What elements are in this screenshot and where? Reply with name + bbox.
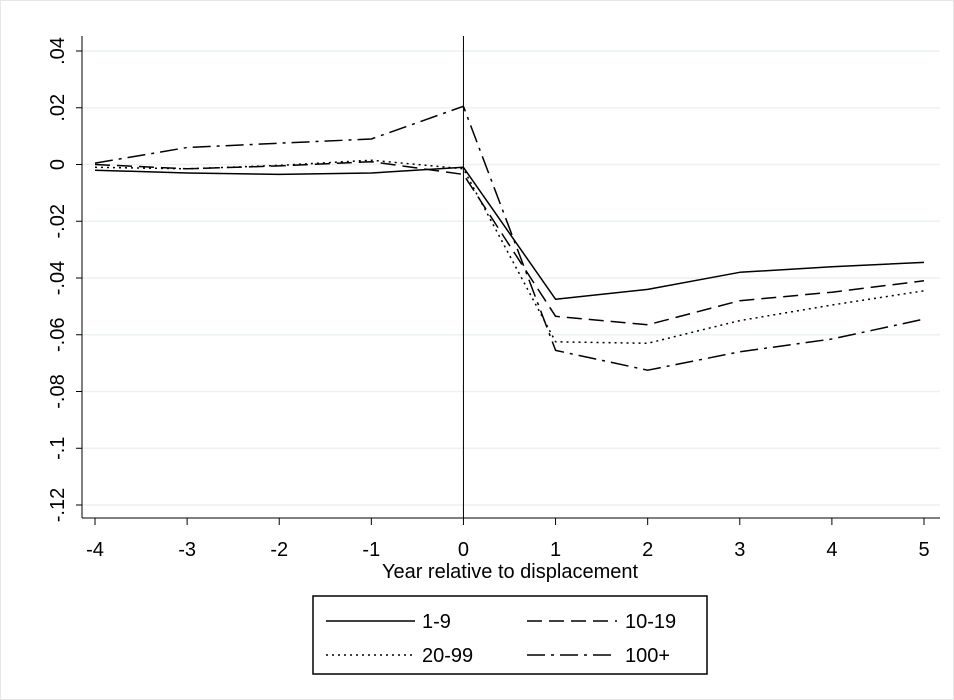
legend-label-1-9: 1-9	[422, 611, 451, 633]
x-tick-label: 1	[550, 539, 561, 561]
x-tick-label: 3	[734, 539, 745, 561]
x-tick-label: -2	[270, 539, 288, 561]
y-tick-label: -.04	[47, 261, 69, 295]
x-tick-label: -4	[86, 539, 104, 561]
legend: 1-9 10-19 20-99 100+	[312, 595, 708, 675]
series-line-20-99	[94, 159, 925, 345]
y-tick-label: .04	[47, 37, 69, 65]
grid-lines	[82, 50, 940, 506]
legend-label-100+: 100+	[625, 645, 670, 667]
series-line-100+	[94, 105, 925, 371]
series-lines	[94, 105, 925, 371]
x-tick-label: 4	[826, 539, 837, 561]
axes: .04 .02 0 -.02 -.04 -.06 -.08 -.1 -.12 -4 -3 -2 -1 0 1…	[47, 36, 940, 561]
x-axis-title: Year relative to displacement	[382, 561, 639, 583]
y-tick-label: -.02	[47, 204, 69, 238]
y-tick-label: -.08	[47, 374, 69, 408]
y-tick-label: 0	[47, 159, 69, 170]
x-tick-label: 5	[918, 539, 929, 561]
x-tick-label: 2	[642, 539, 653, 561]
y-tick-label: -.12	[47, 488, 69, 522]
x-tick-label: -3	[178, 539, 196, 561]
x-tick-label: 0	[458, 539, 469, 561]
y-tick-label: -.1	[47, 437, 69, 460]
x-tick-label: -1	[362, 539, 380, 561]
y-tick-label: .02	[47, 94, 69, 122]
legend-box	[312, 595, 708, 675]
legend-label-10-19: 10-19	[625, 611, 676, 633]
series-line-1-9	[94, 166, 925, 301]
legend-label-20-99: 20-99	[422, 645, 473, 667]
y-tick-label: -.06	[47, 318, 69, 352]
